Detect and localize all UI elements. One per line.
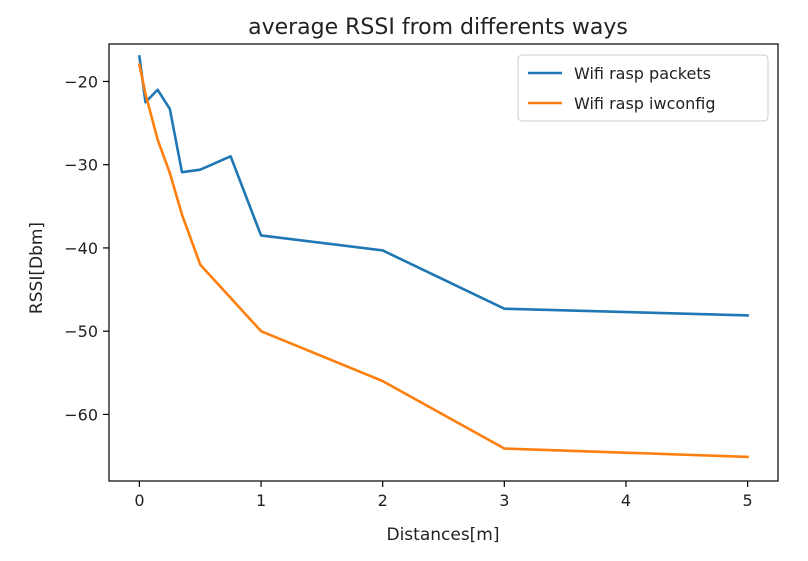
y-tick-label: −40 [64,239,98,258]
legend-label-2: Wifi rasp iwconfig [574,94,716,113]
y-axis-label: RSSI[Dbm] [27,222,47,314]
series-line-1 [137,55,749,317]
y-tick-label: −60 [64,405,98,424]
series-line-2 [137,63,749,459]
legend-box [517,54,769,122]
x-tick-label: 3 [499,491,509,510]
axes-frame [108,43,779,482]
x-tick-label: 2 [378,491,388,510]
x-tick-label: 4 [621,491,631,510]
y-tick-label: −50 [64,322,98,341]
plot-area: 0 1 2 3 4 5 −60 −50 −40 −30 −20 [64,43,779,510]
x-tick-label: 5 [742,491,752,510]
y-tick-label: −30 [64,156,98,175]
chart-title: average RSSI from differents ways [248,15,628,40]
x-tick-label: 0 [134,491,144,510]
x-axis-label: Distances[m] [386,525,499,545]
y-tick-label: −20 [64,72,98,91]
legend-label-1: Wifi rasp packets [574,64,711,83]
x-tick-label: 1 [256,491,266,510]
legend: Wifi rasp packets Wifi rasp iwconfig [517,54,769,122]
